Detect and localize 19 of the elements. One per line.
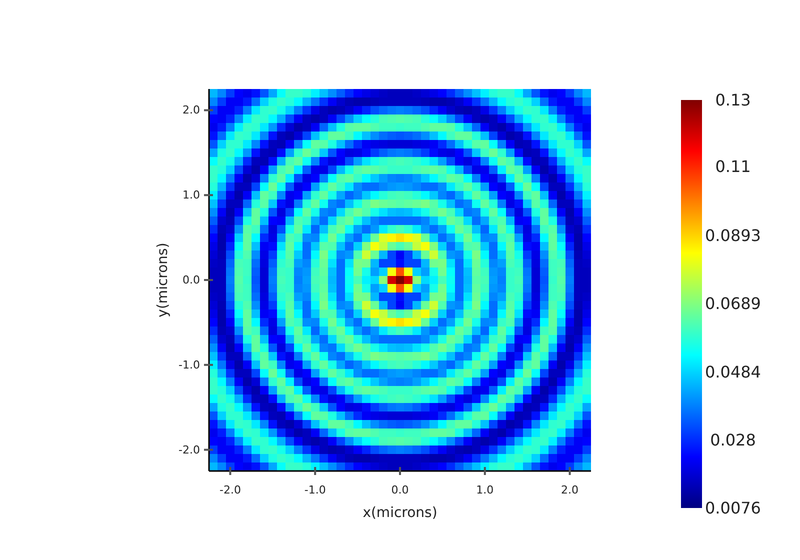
- x-tick-label: 2.0: [561, 484, 579, 496]
- x-tick-label: 1.0: [476, 484, 494, 496]
- color-bar-label: 0.0689: [705, 294, 761, 314]
- color-bar-label: 0.13: [715, 90, 751, 110]
- y-tick-label: -1.0: [178, 358, 200, 372]
- color-bar-label: 0.028: [710, 430, 756, 450]
- color-bar-label: 0.0076: [705, 498, 761, 518]
- y-tick-label: 1.0: [182, 188, 200, 202]
- x-tick-label: 0.0: [391, 484, 409, 496]
- x-tick-label: -2.0: [219, 484, 241, 496]
- color-bar-label: 0.0893: [705, 226, 761, 246]
- color-bar-label: 0.11: [715, 157, 751, 176]
- y-tick-label: 0.0: [182, 274, 200, 286]
- y-tick-label: -2.0: [178, 443, 200, 456]
- color-bar-label: 0.0484: [705, 362, 761, 382]
- y-axis-title: y(microns): [155, 242, 171, 318]
- x-axis-title: x(microns): [362, 505, 438, 521]
- y-tick-label: 2.0: [182, 104, 200, 117]
- x-tick-label: -1.0: [304, 484, 326, 496]
